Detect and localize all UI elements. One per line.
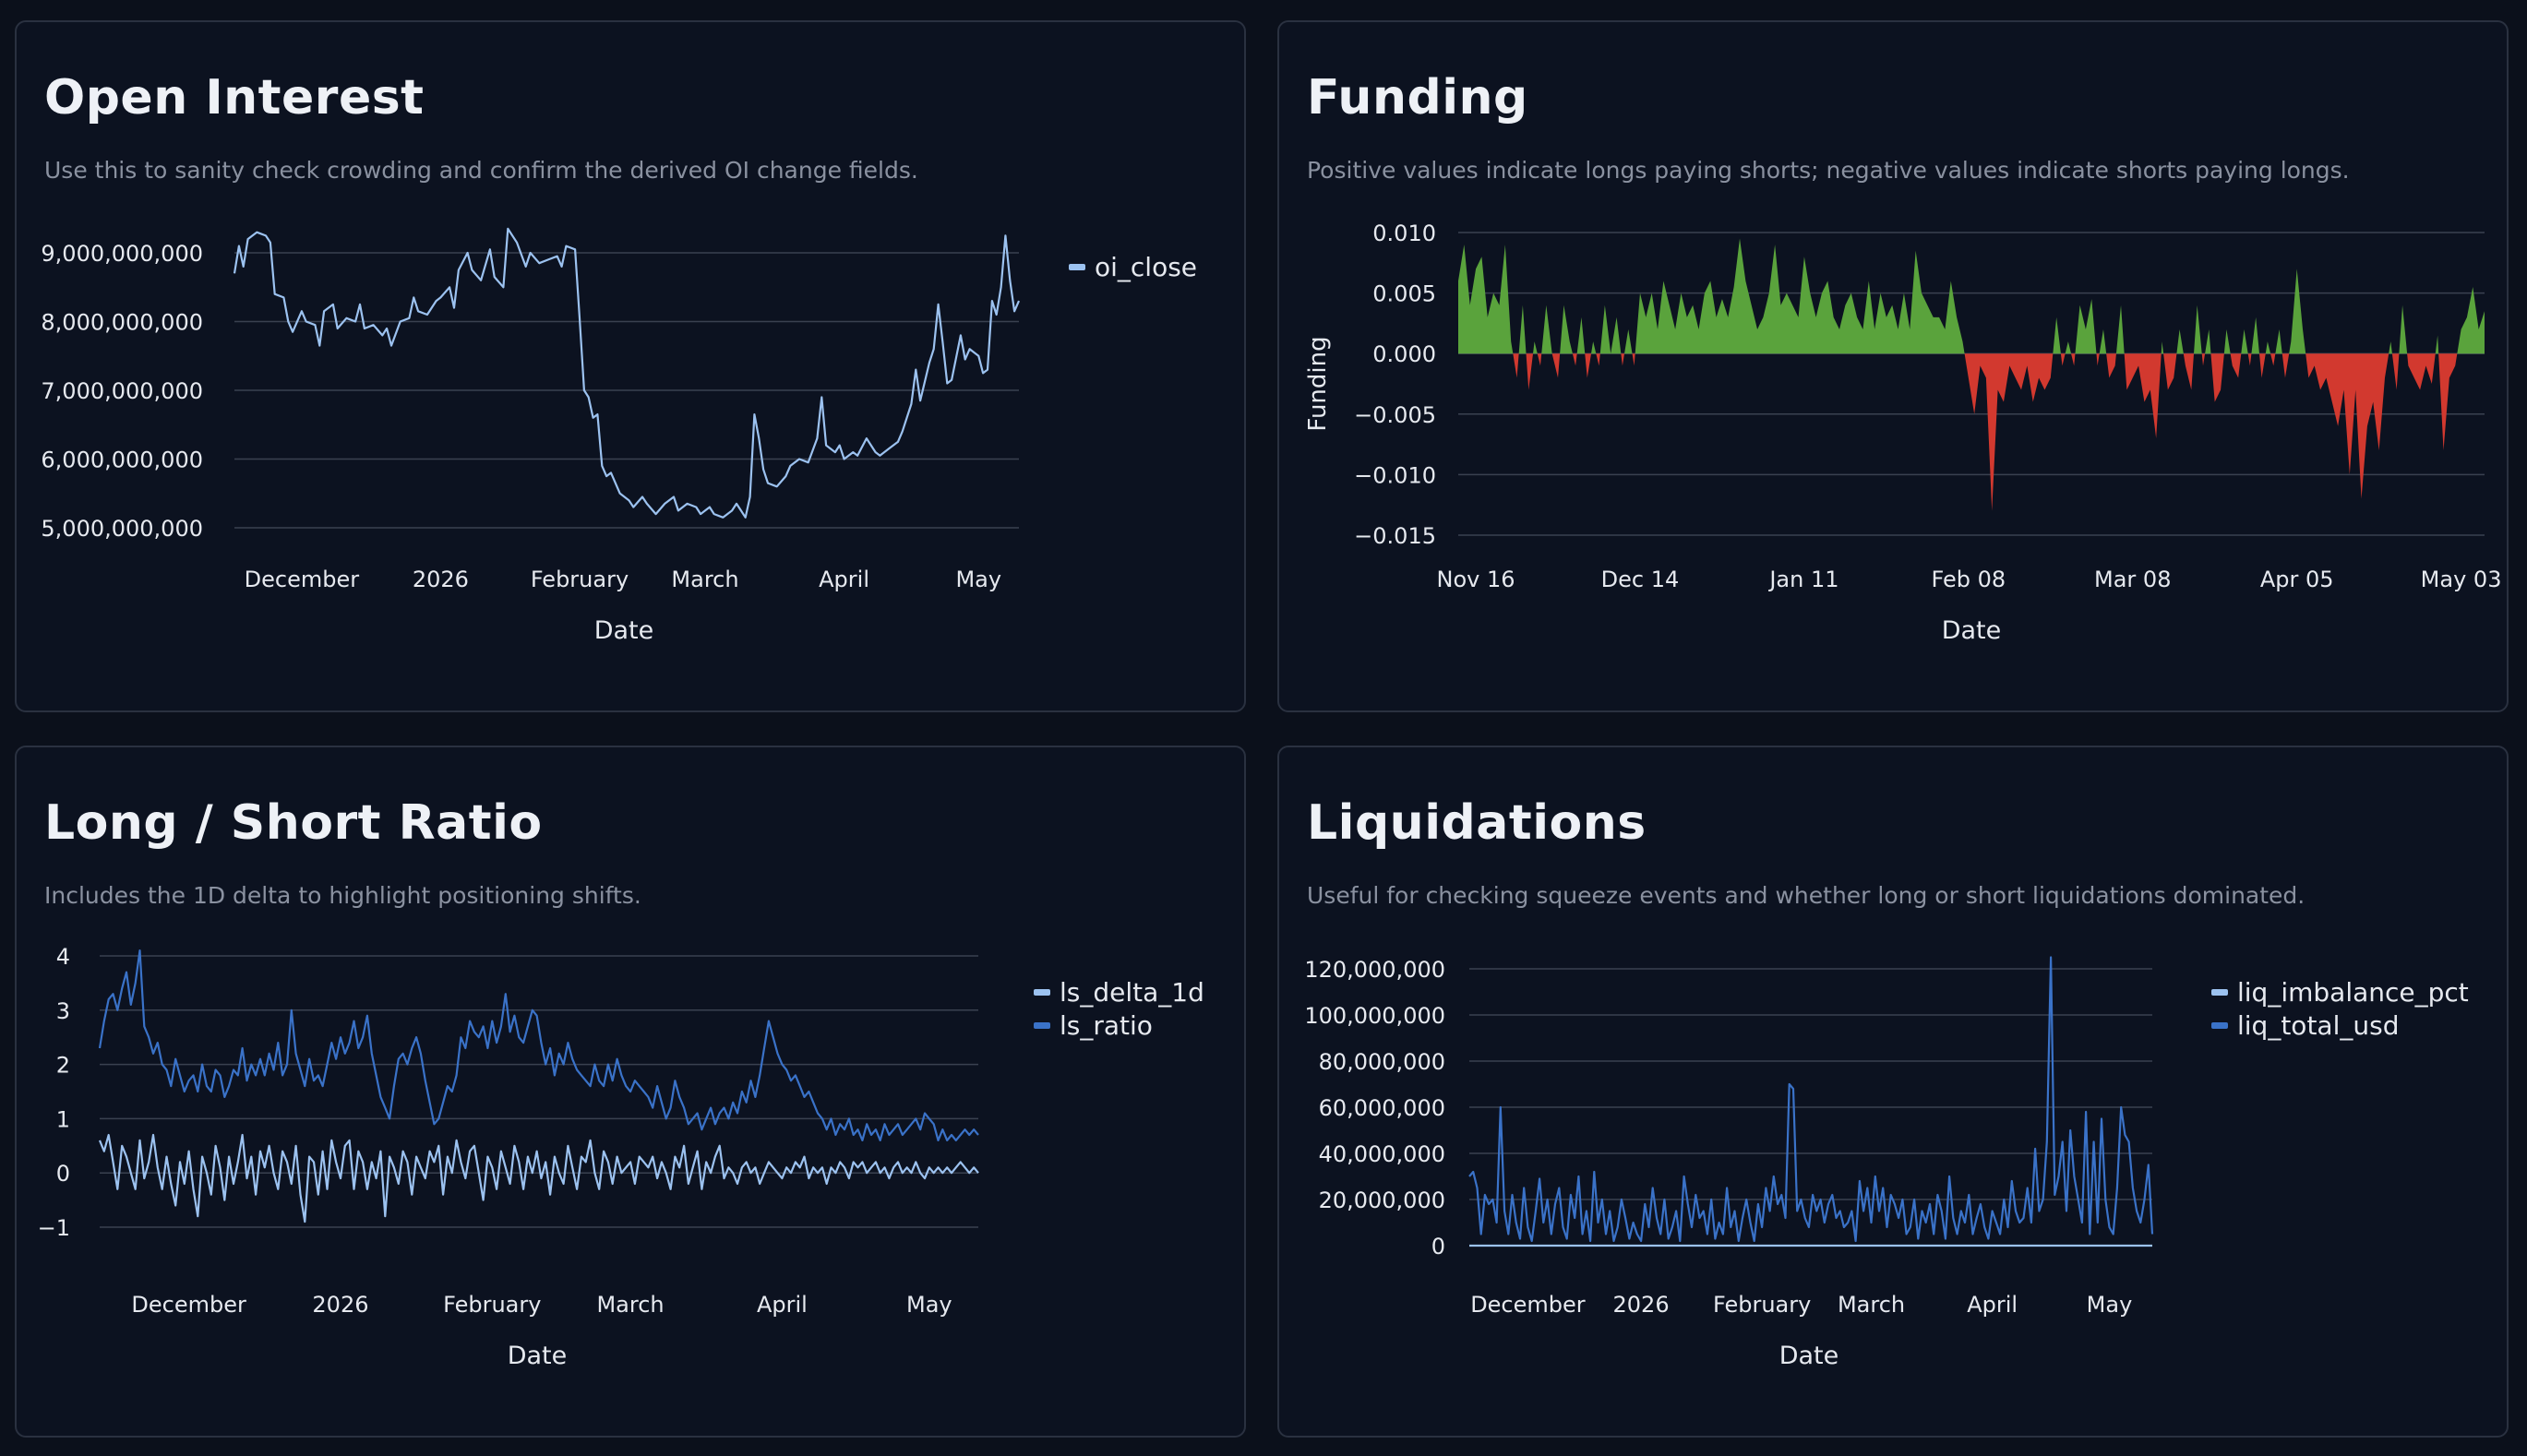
- y-tick-label: 0: [1431, 1234, 1445, 1259]
- legend-swatch: [1034, 1022, 1050, 1029]
- y-tick-label: −0.010: [1354, 462, 1436, 488]
- panel-long-short-ratio: Long / Short Ratio Includes the 1D delta…: [15, 746, 1246, 1438]
- y-tick-label: 40,000,000: [1319, 1141, 1445, 1167]
- legend-swatch: [1069, 264, 1085, 270]
- x-tick-label: February: [443, 1292, 541, 1318]
- x-tick-label: May 03: [2421, 567, 2502, 592]
- x-axis-label: Date: [1942, 616, 2002, 645]
- series-line-ls-delta-1d: [98, 1133, 979, 1223]
- y-axis-label: Funding: [1304, 336, 1332, 431]
- legend-swatch: [1034, 989, 1050, 996]
- panel-open-interest: Open Interest Use this to sanity check c…: [15, 20, 1246, 712]
- panel-subtitle: Use this to sanity check crowding and co…: [44, 157, 918, 184]
- x-tick-label: Mar 08: [2094, 567, 2171, 592]
- legend-label: liq_imbalance_pct: [2237, 977, 2469, 1008]
- y-tick-label: −0.005: [1354, 402, 1436, 428]
- legend-swatch: [2211, 1022, 2228, 1029]
- x-axis-label: Date: [1779, 1342, 1839, 1370]
- x-tick-label: May: [2087, 1292, 2133, 1318]
- x-tick-label: Jan 11: [1767, 567, 1838, 592]
- panel-subtitle: Positive values indicate longs paying sh…: [1307, 157, 2350, 184]
- x-tick-label: May: [906, 1292, 952, 1318]
- panel-funding: Funding Positive values indicate longs p…: [1277, 20, 2509, 712]
- long-short-ratio-chart[interactable]: −1 0 1 2 3 4 December 2026 February March April May…: [17, 747, 1244, 1436]
- y-tick-label: 80,000,000: [1319, 1049, 1445, 1075]
- x-tick-label: Nov 16: [1437, 567, 1515, 592]
- funding-negative-area: [1458, 353, 2485, 511]
- panel-title: Funding: [1307, 70, 1528, 125]
- x-tick-label: May: [955, 567, 1001, 592]
- y-tick-label: −1: [38, 1215, 70, 1241]
- series-line-ls-ratio: [98, 949, 979, 1141]
- x-tick-label: March: [1838, 1292, 1905, 1318]
- y-tick-label: 0.000: [1372, 341, 1436, 367]
- x-tick-label: February: [1713, 1292, 1811, 1318]
- x-tick-label: 2026: [413, 567, 469, 592]
- x-tick-label: February: [531, 567, 629, 592]
- liquidations-chart[interactable]: 0 20,000,000 40,000,000 60,000,000 80,000,00…: [1279, 747, 2507, 1436]
- x-tick-label: April: [757, 1292, 808, 1318]
- y-tick-label: 2: [56, 1053, 70, 1079]
- series-line-liq-total-usd: [1468, 956, 2154, 1243]
- y-tick-label: 6,000,000,000: [41, 448, 203, 473]
- series-line-oi-close: [233, 227, 1021, 519]
- y-tick-label: 8,000,000,000: [41, 310, 203, 336]
- x-tick-label: March: [671, 567, 738, 592]
- x-tick-label: 2026: [1613, 1292, 1670, 1318]
- y-tick-label: 4: [56, 944, 70, 970]
- panel-subtitle: Includes the 1D delta to highlight posit…: [44, 882, 641, 909]
- y-tick-label: 0.005: [1372, 281, 1436, 307]
- x-tick-label: December: [131, 1292, 246, 1318]
- legend-label: liq_total_usd: [2237, 1010, 2399, 1041]
- y-tick-label: 5,000,000,000: [41, 516, 203, 542]
- x-tick-label: Dec 14: [1601, 567, 1680, 592]
- legend-label: ls_delta_1d: [1060, 977, 1204, 1008]
- x-tick-label: April: [819, 567, 869, 592]
- y-tick-label: 120,000,000: [1304, 957, 1445, 983]
- y-tick-label: 7,000,000,000: [41, 378, 203, 404]
- open-interest-chart[interactable]: 5,000,000,000 6,000,000,000 7,000,000,000 8…: [17, 22, 1244, 710]
- panel-subtitle: Useful for checking squeeze events and w…: [1307, 882, 2305, 909]
- funding-chart[interactable]: −0.015 −0.010 −0.005 0.000 0.005 0.010 Nov 16 D…: [1279, 22, 2507, 710]
- y-tick-label: 0: [56, 1161, 70, 1187]
- panel-title: Liquidations: [1307, 795, 1647, 851]
- x-tick-label: December: [245, 567, 360, 592]
- x-tick-label: Feb 08: [1931, 567, 2006, 592]
- legend-label: oi_close: [1095, 252, 1197, 282]
- x-tick-label: Apr 05: [2260, 567, 2334, 592]
- x-axis-label: Date: [508, 1342, 568, 1370]
- y-tick-label: 60,000,000: [1319, 1095, 1445, 1121]
- y-tick-label: 0.010: [1372, 221, 1436, 246]
- y-tick-label: −0.015: [1354, 523, 1436, 549]
- x-tick-label: 2026: [312, 1292, 368, 1318]
- panel-title: Open Interest: [44, 70, 425, 125]
- legend-swatch: [2211, 989, 2228, 996]
- x-tick-label: March: [596, 1292, 664, 1318]
- x-tick-label: April: [1967, 1292, 2018, 1318]
- x-tick-label: December: [1470, 1292, 1586, 1318]
- y-tick-label: 3: [56, 998, 70, 1024]
- y-tick-label: 20,000,000: [1319, 1187, 1445, 1213]
- panel-liquidations: Liquidations Useful for checking squeeze…: [1277, 746, 2509, 1438]
- y-tick-label: 1: [56, 1106, 70, 1132]
- funding-positive-area: [1458, 238, 2485, 354]
- legend-label: ls_ratio: [1060, 1010, 1153, 1041]
- y-tick-label: 9,000,000,000: [41, 241, 203, 267]
- x-axis-label: Date: [594, 616, 654, 645]
- y-tick-label: 100,000,000: [1304, 1003, 1445, 1029]
- panel-title: Long / Short Ratio: [44, 795, 543, 851]
